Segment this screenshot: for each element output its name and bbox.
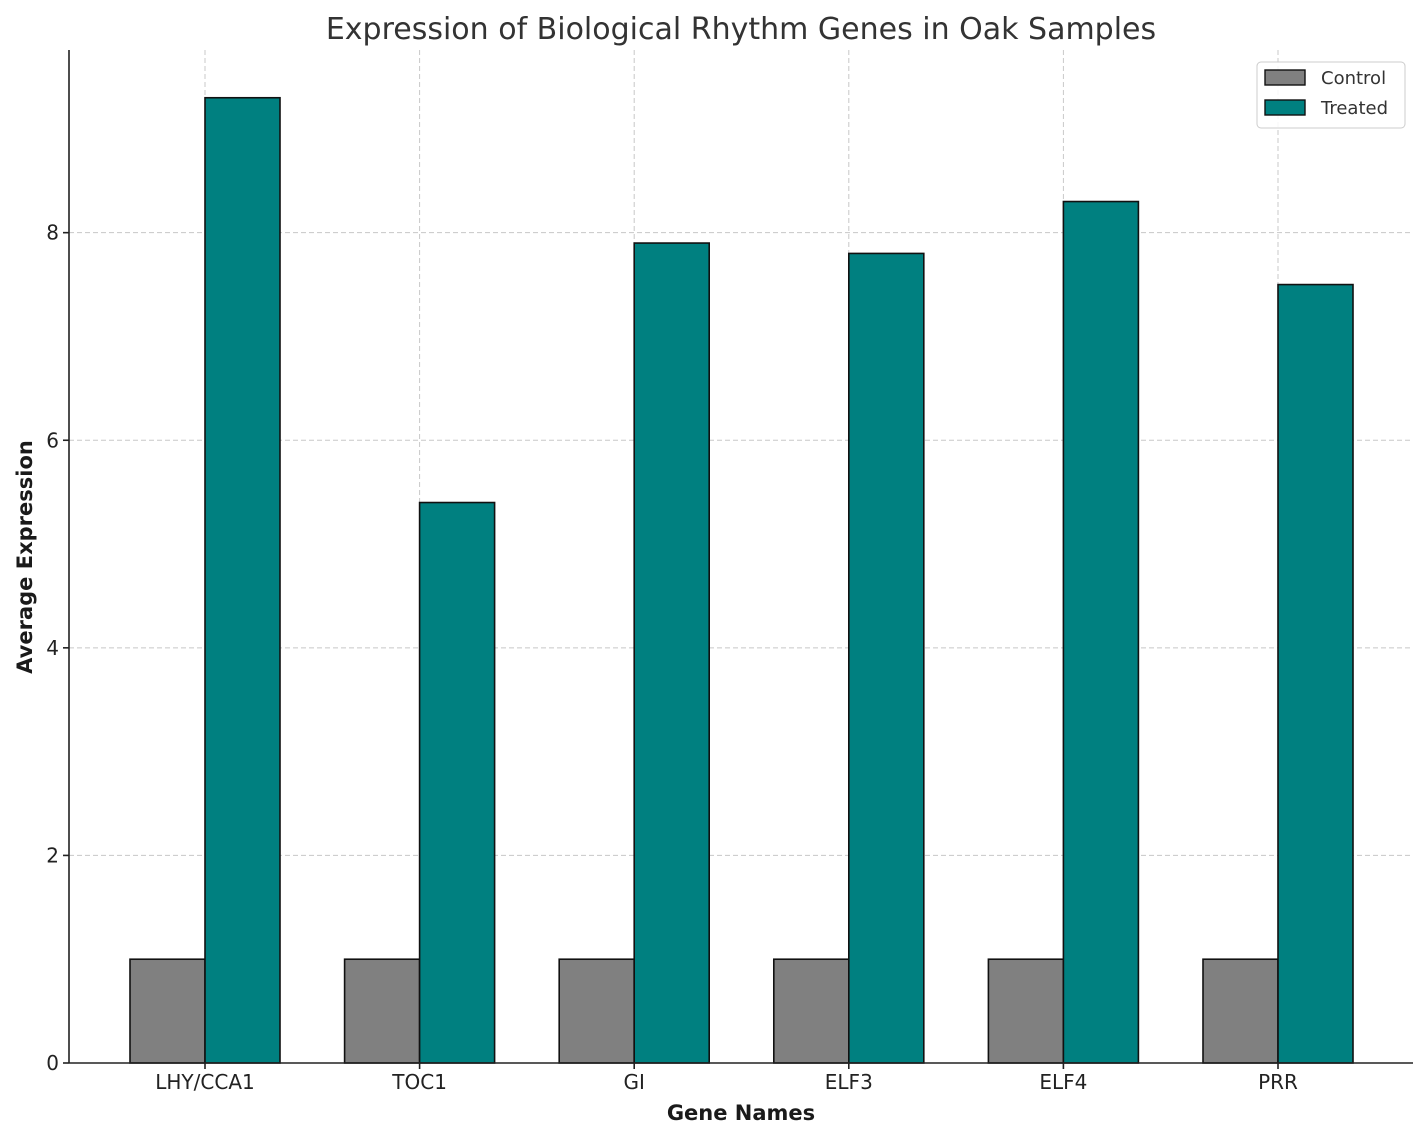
x-tick-label: ELF3 [825, 1070, 873, 1094]
bar-control-elf4 [987, 958, 1065, 1064]
legend-swatch-control [1264, 69, 1306, 86]
tick-labels: 0 2 4 6 8 LHY/CCA1 TOC1 GI ELF3 ELF4 PRR [46, 221, 1298, 1094]
bar-treated-toc1 [418, 501, 496, 1064]
y-tick-label: 0 [46, 1051, 59, 1075]
bar-treated-prr [1277, 283, 1354, 1064]
bar-control-toc1 [343, 958, 421, 1064]
legend-label-control: Control [1321, 68, 1386, 89]
bar-control-elf3 [772, 958, 850, 1064]
bar-treated-gi [633, 242, 711, 1064]
x-tick-label: PRR [1258, 1070, 1298, 1094]
bar-control-lhy-cca1 [129, 958, 206, 1064]
legend: Control Treated [1256, 61, 1406, 129]
bar-treated-elf4 [1062, 200, 1140, 1064]
chart-title: Expression of Biological Rhythm Genes in… [326, 12, 1156, 47]
bar-control-prr [1202, 958, 1279, 1064]
x-tick-label: TOC1 [391, 1070, 447, 1094]
y-axis-label: Average Expression [13, 440, 37, 674]
y-tick-label: 2 [46, 843, 59, 867]
bars [129, 96, 1354, 1064]
bar-treated-elf3 [847, 252, 925, 1064]
x-tick-label: ELF4 [1039, 1070, 1087, 1094]
legend-label-treated: Treated [1320, 98, 1388, 119]
legend-swatch-treated [1264, 99, 1306, 116]
x-tick-label: GI [623, 1070, 644, 1094]
bar-treated-lhy-cca1 [204, 96, 281, 1064]
x-axis-label: Gene Names [667, 1101, 815, 1125]
y-tick-label: 6 [46, 428, 59, 452]
bar-control-gi [558, 958, 636, 1064]
x-tick-label: LHY/CCA1 [155, 1070, 254, 1094]
y-tick-label: 4 [46, 636, 59, 660]
y-tick-label: 8 [46, 221, 59, 245]
axes [63, 50, 1413, 1069]
